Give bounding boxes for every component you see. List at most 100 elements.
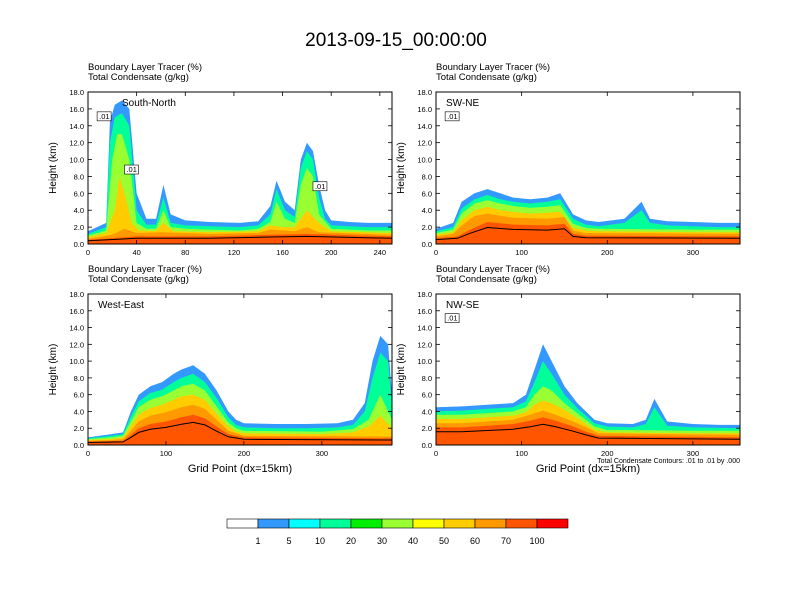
y-tick-label: 16.0	[69, 307, 84, 316]
panel-header: Total Condensate (g/kg)	[436, 72, 537, 83]
y-tick-label: 2.0	[422, 424, 432, 433]
colorbar-label: 70	[501, 536, 511, 546]
y-tick-label: 0.0	[422, 441, 432, 450]
colorbar-swatch	[381, 518, 414, 529]
tracer-band-level-9	[88, 414, 392, 445]
y-tick-label: 4.0	[422, 206, 432, 215]
panel-header: Boundary Layer Tracer (%)	[436, 62, 550, 73]
contour-label-box	[312, 181, 328, 192]
x-tick-label: 200	[601, 449, 614, 458]
colorbar-label: 100	[529, 536, 544, 546]
terrain-line	[88, 421, 392, 443]
colorbar-swatch	[319, 518, 352, 529]
y-tick-label: 4.0	[74, 206, 84, 215]
tracer-band-level-5	[88, 134, 392, 244]
y-tick-label: 6.0	[74, 391, 84, 400]
y-tick-label: 8.0	[422, 172, 432, 181]
panel-title: South-North	[122, 98, 176, 109]
plot-frame	[87, 91, 393, 245]
y-tick-label: 14.0	[69, 122, 84, 131]
contour-label: .01	[315, 182, 325, 191]
colorbar-label: 30	[377, 536, 387, 546]
x-tick-label: 300	[316, 449, 329, 458]
plot-frame	[435, 91, 741, 245]
y-tick-label: 16.0	[417, 307, 432, 316]
y-tick-label: 2.0	[74, 223, 84, 232]
figure-title: 2013-09-15_00:00:00	[305, 30, 487, 51]
terrain-line	[436, 226, 740, 241]
x-axis-label: Grid Point (dx=15km)	[188, 463, 292, 475]
y-tick-label: 18.0	[69, 88, 84, 97]
colorbar-swatch	[505, 518, 538, 529]
panel-west-east: Boundary Layer Tracer (%)Total Condensat…	[48, 264, 393, 475]
colorbar-label: 50	[439, 536, 449, 546]
panel-title: SW-NE	[446, 98, 479, 109]
contour-label-box	[444, 111, 460, 122]
y-tick-label: 12.0	[417, 340, 432, 349]
contour-label-box	[96, 111, 112, 122]
contour-label: .01	[447, 112, 457, 121]
panel-nw-se: Boundary Layer Tracer (%)Total Condensat…	[396, 264, 741, 475]
panel-header: Total Condensate (g/kg)	[436, 274, 537, 285]
y-tick-label: 2.0	[422, 223, 432, 232]
terrain-line	[88, 235, 392, 242]
y-tick-label: 14.0	[417, 324, 432, 333]
y-tick-label: 12.0	[417, 139, 432, 148]
x-tick-label: 0	[434, 449, 438, 458]
y-tick-label: 6.0	[422, 189, 432, 198]
x-tick-label: 100	[160, 449, 173, 458]
contour-label-box	[444, 313, 460, 323]
contour-label: .01	[126, 165, 136, 174]
y-axis-label: Height (km)	[396, 142, 407, 194]
x-tick-label: 120	[228, 248, 241, 257]
x-tick-label: 200	[601, 248, 614, 257]
y-tick-label: 16.0	[69, 105, 84, 114]
panel-header: Boundary Layer Tracer (%)	[88, 264, 202, 275]
colorbar-swatch	[226, 518, 259, 529]
y-tick-label: 10.0	[417, 156, 432, 165]
y-tick-label: 18.0	[417, 88, 432, 97]
tracer-band-level-7	[88, 176, 392, 244]
y-axis-label: Height (km)	[48, 344, 59, 396]
x-tick-label: 200	[325, 248, 338, 257]
contour-label-box	[124, 164, 139, 175]
x-tick-label: 80	[181, 248, 189, 257]
y-tick-label: 10.0	[417, 357, 432, 366]
colorbar-swatch	[350, 518, 383, 529]
y-tick-label: 18.0	[417, 290, 432, 299]
colorbar-swatch	[288, 518, 321, 529]
colorbar-label: 1	[255, 536, 260, 546]
x-tick-label: 0	[86, 449, 90, 458]
panel-south-north: Boundary Layer Tracer (%)Total Condensat…	[48, 62, 393, 257]
x-tick-label: 0	[434, 248, 438, 257]
y-tick-label: 4.0	[74, 407, 84, 416]
y-tick-label: 8.0	[422, 374, 432, 383]
colorbar-swatch	[412, 518, 445, 529]
x-tick-label: 200	[238, 449, 251, 458]
contour-label: .01	[447, 314, 457, 323]
colorbar-label: 5	[286, 536, 291, 546]
contour-info: Total Condensate Contours: .01 to .01 by…	[597, 458, 740, 465]
x-tick-label: 40	[132, 248, 140, 257]
terrain-line	[436, 423, 740, 440]
contour-label: .01	[99, 112, 109, 121]
y-tick-label: 12.0	[69, 139, 84, 148]
y-tick-label: 2.0	[74, 424, 84, 433]
y-tick-label: 10.0	[69, 156, 84, 165]
x-tick-label: 300	[687, 248, 700, 257]
tracer-field	[436, 189, 740, 244]
colorbar-label: 60	[470, 536, 480, 546]
x-tick-label: 300	[687, 449, 700, 458]
y-tick-label: 12.0	[69, 340, 84, 349]
x-tick-label: 0	[86, 248, 90, 257]
panel-header: Boundary Layer Tracer (%)	[436, 264, 550, 275]
colorbar-swatch	[474, 518, 507, 529]
plot-frame	[435, 293, 741, 446]
panel-title: NW-SE	[446, 300, 479, 311]
x-tick-label: 240	[374, 248, 387, 257]
colorbar-label: 20	[346, 536, 356, 546]
y-tick-label: 8.0	[74, 172, 84, 181]
y-tick-label: 6.0	[74, 189, 84, 198]
tracer-band-level-9	[436, 417, 740, 445]
